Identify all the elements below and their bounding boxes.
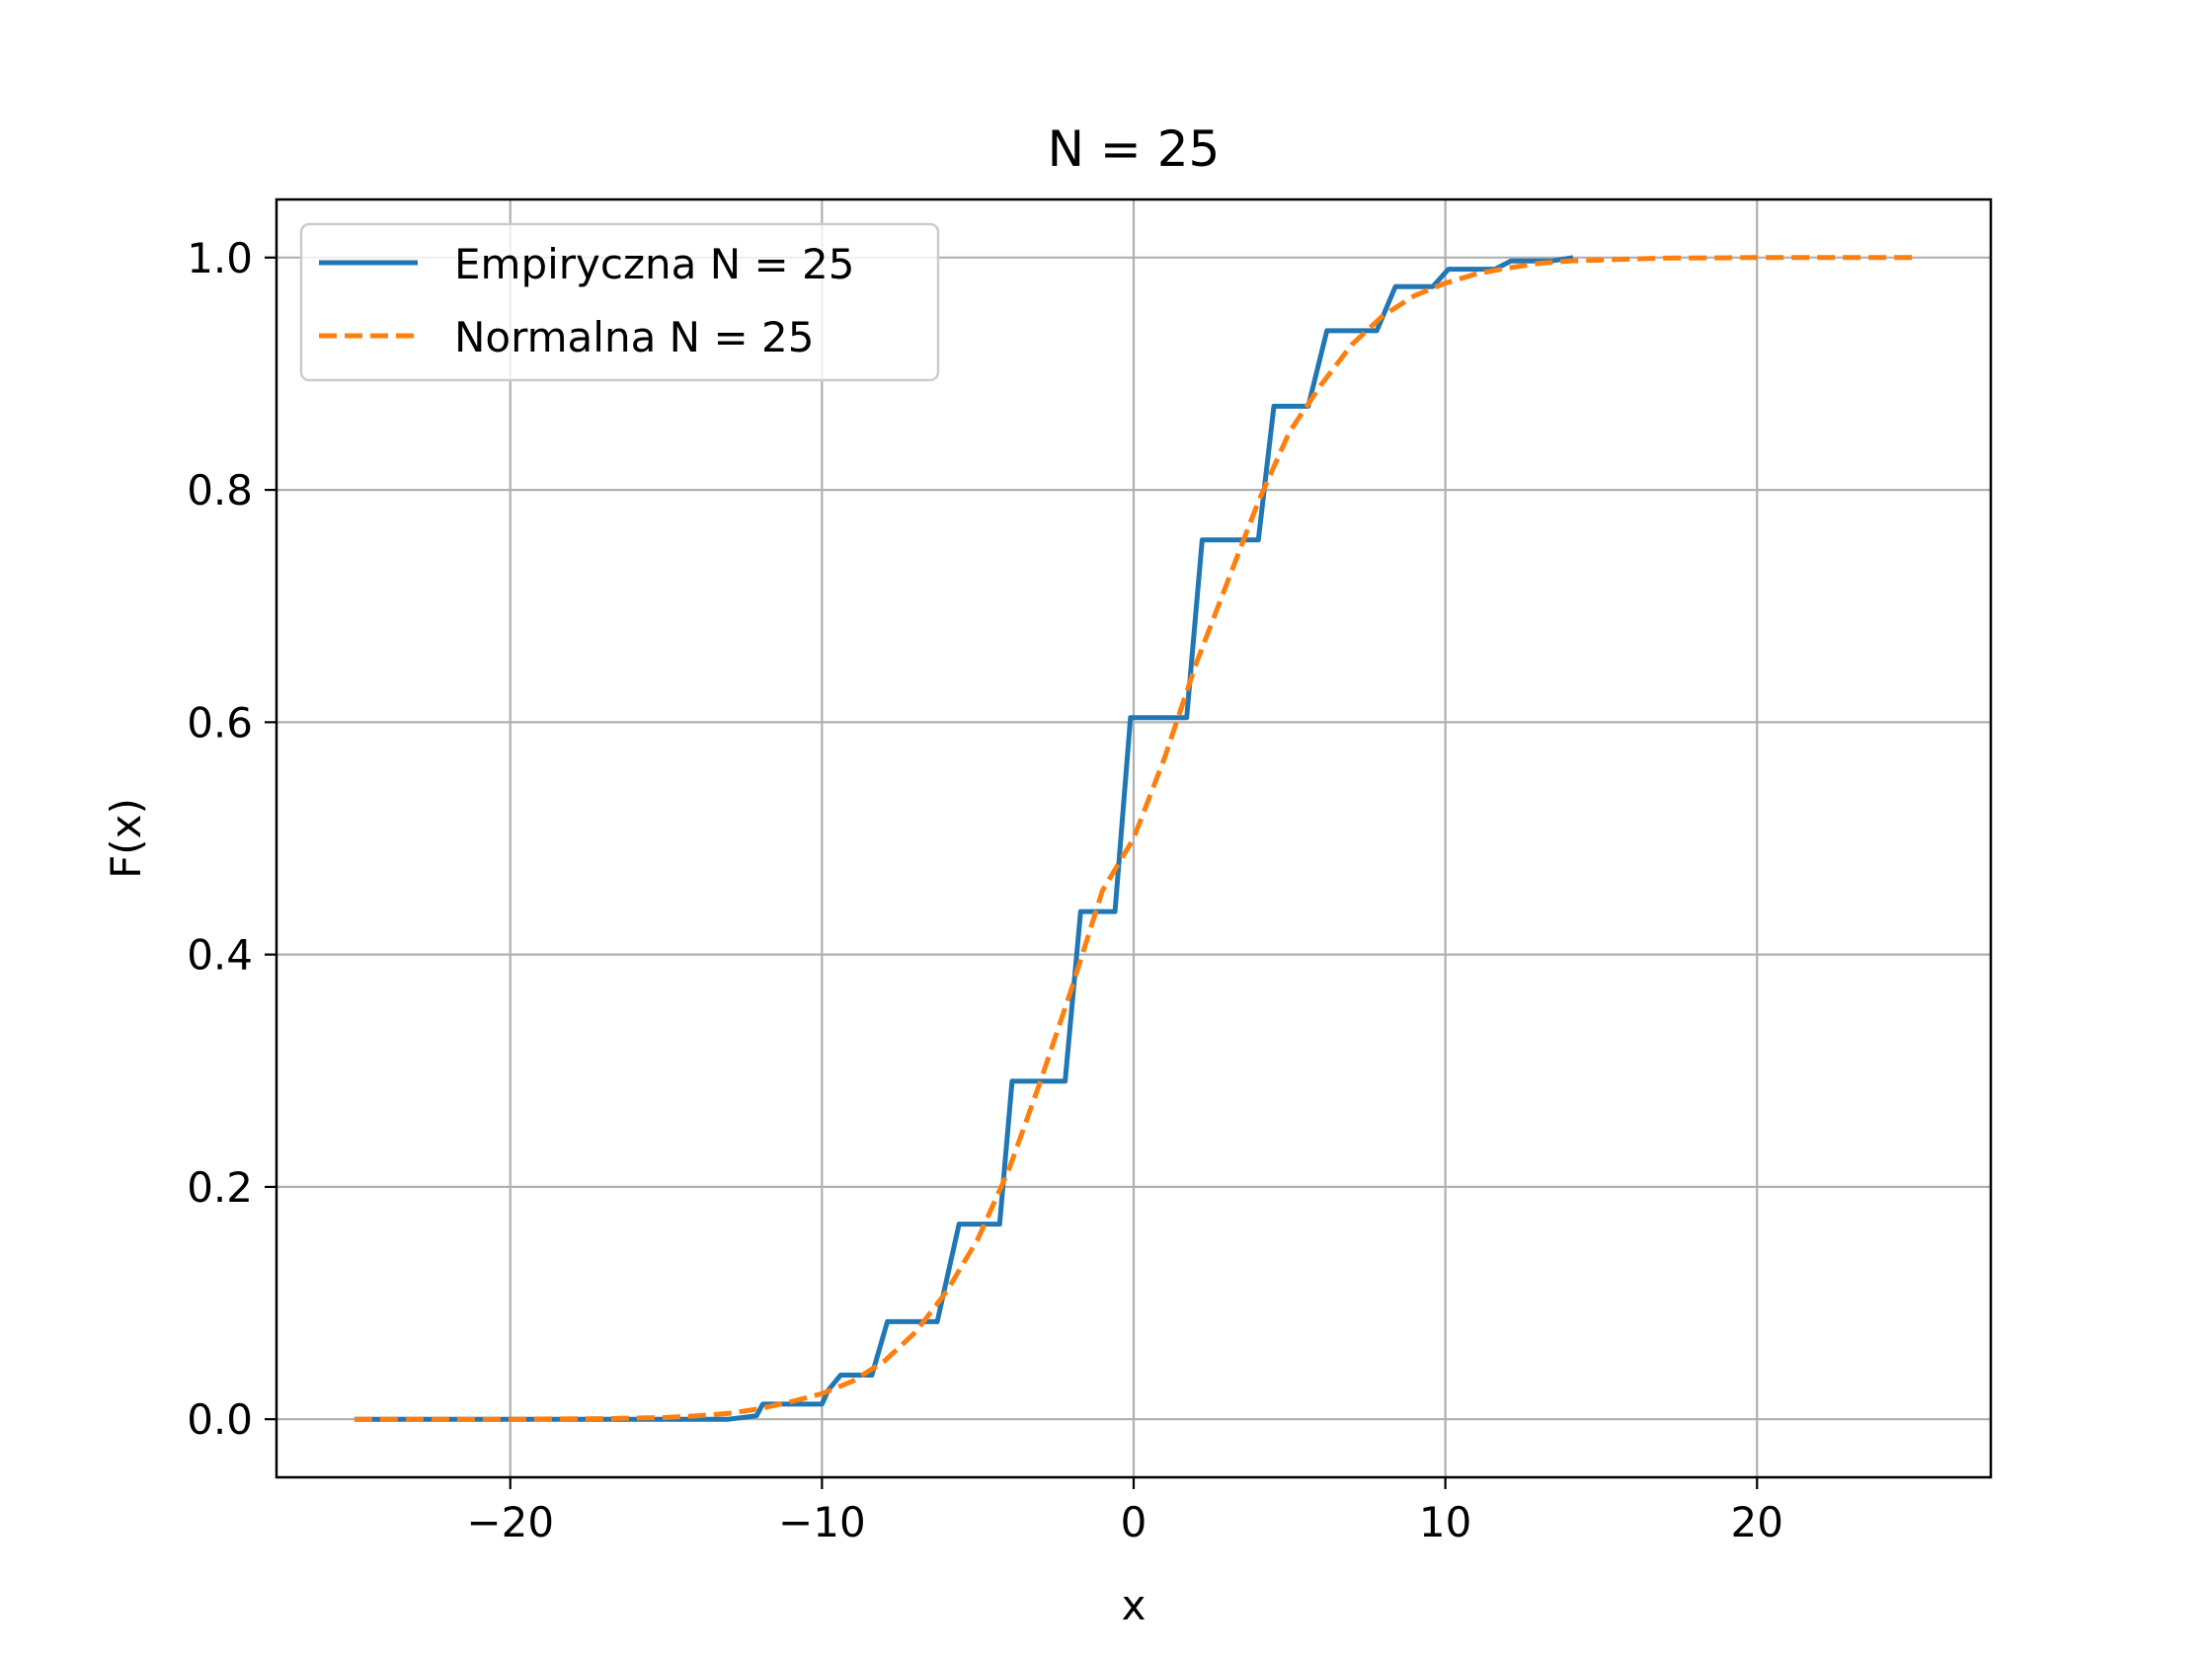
y-tick-label: 1.0: [187, 234, 253, 282]
legend-label-normalna: Normalna N = 25: [454, 313, 814, 361]
legend-box: [299, 222, 940, 382]
x-tick-label: −20: [466, 1498, 554, 1546]
y-tick-label: 0.0: [187, 1395, 253, 1444]
y-tick-label: 0.6: [187, 698, 253, 747]
x-tick-label: 10: [1419, 1498, 1471, 1546]
plot-lines: [354, 255, 1914, 1422]
y-axis-label: F(x): [102, 798, 150, 879]
axis-ticks: −20 −10 0 10 20 0.0 0.2 0.4 0.6 0.8 1.0: [187, 234, 1783, 1546]
x-axis-label: x: [1122, 1581, 1146, 1629]
chart-title: N = 25: [1048, 120, 1221, 178]
legend: Empiryczna N = 25 Normalna N = 25: [299, 222, 940, 382]
y-tick-label: 0.4: [187, 931, 253, 980]
x-tick-label: −10: [778, 1498, 866, 1546]
legend-label-empiryczna: Empiryczna N = 25: [454, 240, 855, 288]
x-tick-label: 20: [1731, 1498, 1783, 1546]
x-tick-label: 0: [1121, 1498, 1147, 1546]
y-tick-label: 0.8: [187, 466, 253, 514]
y-tick-label: 0.2: [187, 1163, 253, 1212]
